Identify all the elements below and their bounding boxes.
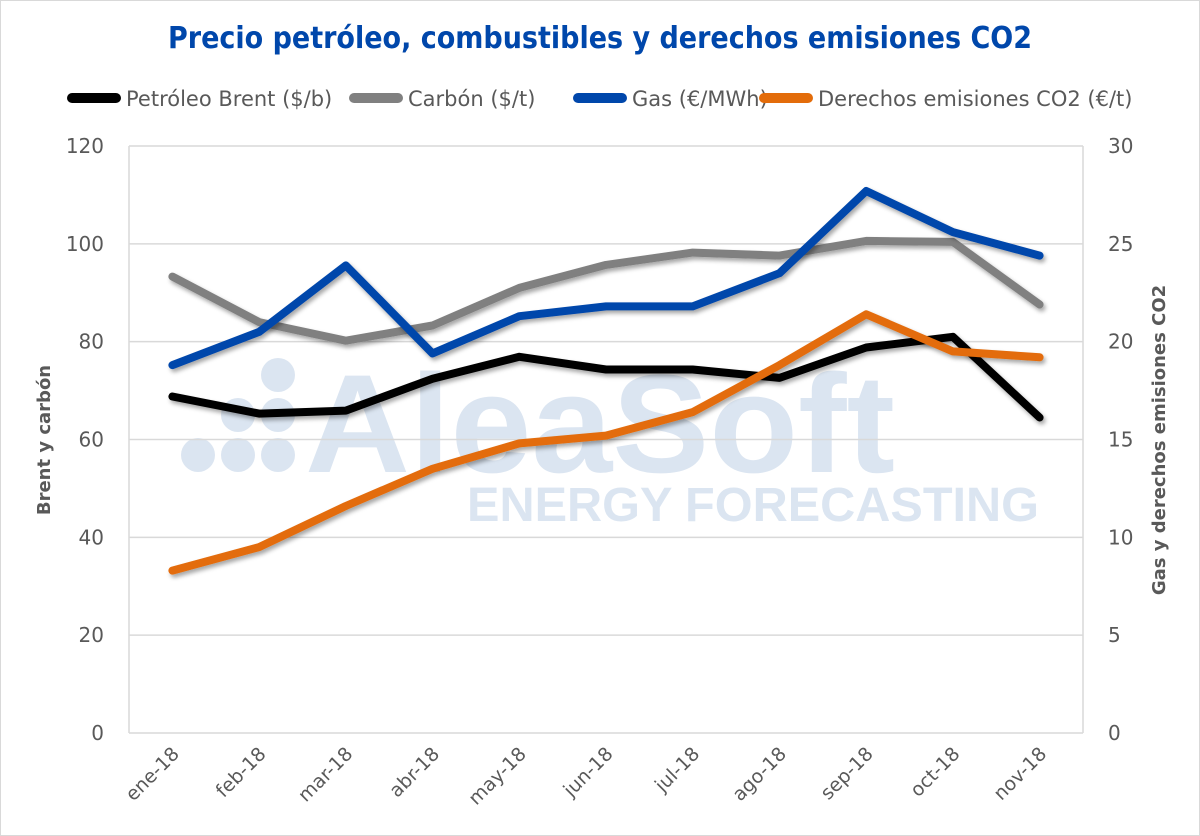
x-tick-label: feb-18 [212,743,271,802]
y2-tick-label: 0 [1108,721,1121,745]
y2-tick-label: 25 [1108,232,1133,256]
y-axis-right-title: Gas y derechos emisiones CO2 [1149,285,1170,595]
chart-title: Precio petróleo, combustibles y derechos… [168,21,1032,56]
watermark-tagline: ENERGY FORECASTING [467,479,1039,532]
y-tick-label: 40 [79,525,104,549]
x-tick-label: sep-18 [816,743,877,804]
legend-label: Carbón ($/t) [408,87,535,111]
y-axis-left-ticks: 0 20 40 60 80 100 120 [66,134,104,745]
x-tick-label: oct-18 [906,743,964,801]
series-line-derechos-emisiones-co2-t [168,310,1044,575]
x-tick-label: ene-18 [121,743,184,806]
legend-item: Petróleo Brent ($/b) [67,87,332,111]
series-lines [168,187,1044,575]
x-axis-ticks: ene-18 feb-18 mar-18 abr-18 may-18 jun-18 jul-… [121,743,1051,810]
y-tick-label: 20 [79,623,104,647]
y2-tick-label: 20 [1108,330,1133,354]
y-axis-left-title: Brent y carbón [34,365,55,515]
legend: Petróleo Brent ($/b) Carbón ($/t) Gas (€/M… [67,87,1132,111]
x-tick-label: jun-18 [559,743,618,802]
y-tick-label: 100 [66,232,104,256]
legend-item: Carbón ($/t) [349,87,535,111]
legend-label: Derechos emisiones CO2 (€/t) [818,87,1132,111]
y2-tick-label: 30 [1108,134,1133,158]
y-tick-label: 120 [66,134,104,158]
legend-item: Gas (€/MWh) [573,87,768,111]
y-axis-right-ticks: 0 5 10 15 20 25 30 [1108,134,1133,745]
x-tick-label: ago-18 [728,743,791,806]
x-tick-label: mar-18 [294,743,357,806]
y2-tick-label: 15 [1108,428,1133,452]
legend-label: Gas (€/MWh) [632,87,768,111]
watermark-dots-icon [181,358,295,472]
x-tick-label: jul-18 [650,743,704,797]
y-tick-label: 80 [79,330,104,354]
legend-label: Petróleo Brent ($/b) [126,87,332,111]
y-tick-label: 60 [79,428,104,452]
series-line-petroleo-brent-b [168,332,1044,422]
x-tick-label: nov-18 [989,743,1051,805]
y-tick-label: 0 [91,721,104,745]
y2-tick-label: 5 [1108,623,1121,647]
series-line-gas-mwh [168,187,1044,370]
legend-item: Derechos emisiones CO2 (€/t) [759,87,1132,111]
y2-tick-label: 10 [1108,525,1133,549]
x-tick-label: may-18 [464,743,531,810]
series-line-carbon-t [168,236,1044,345]
x-tick-label: abr-18 [385,743,444,802]
